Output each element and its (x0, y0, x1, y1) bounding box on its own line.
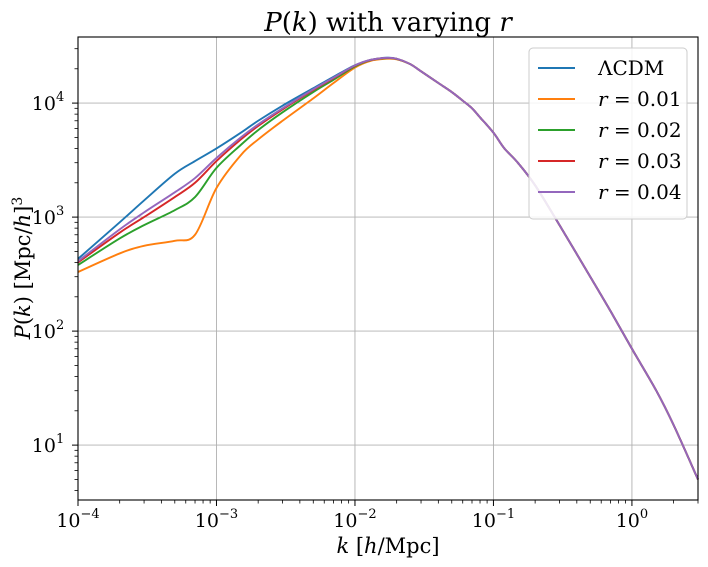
legend-label-var: r (598, 118, 609, 142)
y-axis-label: P(k) [Mpc/h]3 (10, 197, 35, 341)
x-tick-label: 10−1 (472, 507, 515, 532)
x-tick-exponent: −1 (496, 507, 515, 522)
x-tick-exponent: −3 (219, 507, 238, 522)
x-tick-exponent: −4 (81, 507, 100, 522)
x-tick-base: 10 (472, 510, 496, 532)
x-tick-base: 10 (56, 510, 80, 532)
x-tick-label: 100 (616, 507, 648, 532)
axis-ticks (72, 48, 699, 506)
x-tick-label: 10−2 (333, 507, 376, 532)
legend-label-var: r (598, 149, 609, 173)
legend-label-value: = 0.03 (608, 149, 682, 173)
series-lines (77, 56, 699, 480)
legend-label-value: = 0.01 (608, 87, 682, 111)
x-tick-base: 10 (616, 510, 640, 532)
x-tick-exponent: 0 (640, 507, 648, 522)
legend-box (528, 47, 688, 220)
y-tick-exponent: 4 (56, 90, 64, 105)
y-tick-label: 102 (32, 318, 64, 343)
y-tick-label: 104 (32, 90, 64, 115)
x-tick-label: 10−3 (195, 507, 238, 532)
legend-label: r = 0.01 (598, 87, 682, 111)
plot-frame (77, 36, 699, 501)
legend-label: ΛCDM (597, 56, 664, 80)
x-tick-exponent: −2 (357, 507, 376, 522)
y-tick-base: 10 (32, 321, 56, 343)
x-tick-base: 10 (333, 510, 357, 532)
y-tick-base: 10 (32, 93, 56, 115)
legend-label-value: = 0.02 (608, 118, 682, 142)
legend-label: r = 0.04 (598, 180, 682, 204)
x-tick-base: 10 (195, 510, 219, 532)
y-tick-base: 10 (32, 435, 56, 457)
y-tick-label: 103 (32, 204, 64, 229)
x-axis-label: k [h/Mpc] (336, 534, 439, 558)
legend-label: r = 0.03 (598, 149, 682, 173)
y-tick-base: 10 (32, 207, 56, 229)
series-line-4 (77, 56, 699, 480)
y-tick-label: 101 (32, 432, 64, 457)
legend-label: r = 0.02 (598, 118, 682, 142)
y-tick-exponent: 3 (56, 204, 64, 219)
x-tick-label: 10−4 (56, 507, 99, 532)
legend-label-var: r (598, 87, 609, 111)
y-tick-exponent: 1 (56, 432, 64, 447)
legend-label-value: = 0.04 (608, 180, 682, 204)
legend-label-var: r (598, 180, 609, 204)
y-tick-exponent: 2 (56, 318, 64, 333)
chart-title: P(k) with varying r (263, 8, 513, 38)
